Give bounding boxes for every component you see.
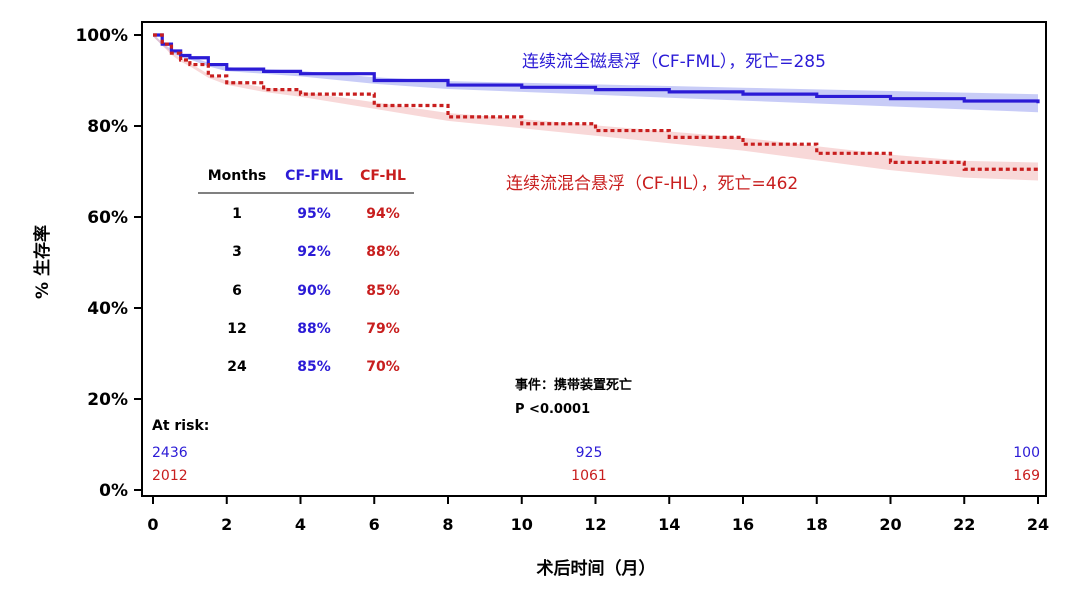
at-risk-value-cf-fml: 925 — [576, 445, 603, 461]
y-tick-label: 40% — [87, 299, 128, 319]
table-cell-months: 24 — [227, 359, 247, 375]
x-tick-label: 12 — [584, 515, 606, 534]
curve-hl — [153, 33, 1040, 172]
at-risk-cf-fml: 2436 925 100 — [152, 445, 1040, 461]
at-risk-value-cf-hl: 1061 — [571, 468, 607, 484]
table-cell-cf-hl: 79% — [366, 321, 400, 337]
x-tick-label: 8 — [442, 515, 453, 534]
at-risk-value-cf-hl: 169 — [1013, 468, 1040, 484]
x-axis-title: 术后时间（月） — [537, 558, 656, 579]
x-tick-label: 20 — [879, 515, 901, 534]
at-risk-cf-hl: 2012 1061 169 — [152, 468, 1040, 484]
event-note: 事件：携带装置死亡 — [515, 377, 632, 393]
table-cell-cf-hl: 94% — [366, 206, 400, 222]
p-value: P <0.0001 — [515, 402, 590, 417]
table-header-cf-fml: CF-FML — [285, 168, 343, 184]
y-tick-label: 80% — [87, 117, 128, 137]
series-label-cf-hl: 连续流混合悬浮（CF-HL），死亡=462 — [506, 174, 798, 194]
at-risk-label: At risk: — [152, 418, 209, 434]
y-tick-label: 100% — [75, 26, 128, 46]
y-tick-label: 60% — [87, 208, 128, 228]
x-tick-label: 16 — [732, 515, 754, 534]
at-risk-value-cf-hl: 2012 — [152, 468, 188, 484]
y-axis-title: % 生存率 — [32, 225, 53, 299]
x-tick-label: 24 — [1027, 515, 1049, 534]
series-label-cf-fml: 连续流全磁悬浮（CF-FML），死亡=285 — [522, 52, 826, 72]
table-cell-cf-fml: 95% — [297, 206, 331, 222]
x-tick-label: 22 — [953, 515, 975, 534]
x-tick-label: 2 — [221, 515, 232, 534]
at-risk-value-cf-fml: 2436 — [152, 445, 188, 461]
x-tick-label: 4 — [295, 515, 306, 534]
table-cell-cf-fml: 88% — [297, 321, 331, 337]
table-cell-cf-hl: 70% — [366, 359, 400, 375]
survival-table: Months CF-FML CF-HL 1 95% 94% 3 92% 88% 6 90% 85… — [198, 168, 414, 375]
x-tick-label: 10 — [511, 515, 533, 534]
table-header-months: Months — [208, 168, 267, 184]
y-tick-label: 20% — [87, 390, 128, 410]
plot-frame — [141, 21, 1047, 497]
x-tick-label: 0 — [147, 515, 158, 534]
x-tick-label: 6 — [369, 515, 380, 534]
y-tick-label: 0% — [99, 481, 128, 501]
x-tick-label: 18 — [806, 515, 828, 534]
table-cell-cf-hl: 85% — [366, 283, 400, 299]
at-risk-value-cf-fml: 100 — [1013, 445, 1040, 461]
x-axis-ticks: 0 2 4 6 8 10 12 14 16 18 20 22 24 — [147, 496, 1049, 534]
curve-fml — [153, 33, 1040, 104]
table-cell-cf-fml: 90% — [297, 283, 331, 299]
x-tick-label: 14 — [658, 515, 680, 534]
table-header-cf-hl: CF-HL — [360, 168, 406, 184]
table-cell-months: 6 — [232, 283, 242, 299]
confidence-band-hl — [153, 33, 1038, 181]
y-axis-ticks: 0% 20% 40% 60% 80% 100% — [75, 26, 142, 501]
survival-curves — [153, 33, 1040, 172]
table-cell-cf-hl: 88% — [366, 244, 400, 260]
table-cell-cf-fml: 85% — [297, 359, 331, 375]
table-rows: 1 95% 94% 3 92% 88% 6 90% 85% 12 88% 79% 24 85% 70% — [227, 206, 400, 375]
table-cell-months: 1 — [232, 206, 242, 222]
table-cell-months: 12 — [227, 321, 246, 337]
table-cell-months: 3 — [232, 244, 242, 260]
table-cell-cf-fml: 92% — [297, 244, 331, 260]
